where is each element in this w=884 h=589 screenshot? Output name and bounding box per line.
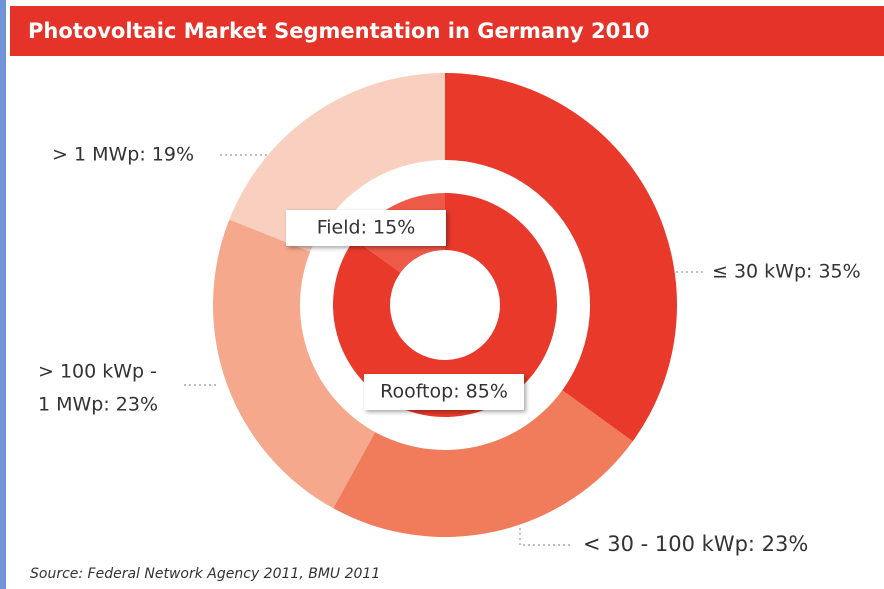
slice: [229, 73, 445, 252]
slice-label: < 30 - 100 kWp: 23%: [583, 532, 808, 556]
slice: [333, 193, 558, 417]
slice: [333, 390, 633, 537]
chart-title: Photovoltaic Market Segmentation in Germ…: [28, 19, 650, 43]
source: Source: Federal Network Agency 2011, BMU…: [30, 566, 380, 582]
left-border: [0, 0, 6, 589]
leader: [519, 528, 572, 546]
label-box: [286, 210, 446, 246]
label-box: [364, 374, 524, 410]
slice: [445, 73, 677, 442]
slice-label: > 1 MWp: 19%: [52, 144, 194, 166]
slice: [212, 219, 376, 509]
slice-label: 1 MWp: 23%: [38, 394, 158, 416]
slice-label: > 100 kWp -: [38, 361, 157, 383]
title-bar: [10, 6, 884, 56]
slice-label: ≤ 30 kWp: 35%: [712, 261, 861, 283]
slice-label: Rooftop: 85%: [380, 381, 508, 403]
slice-label: Field: 15%: [317, 217, 416, 239]
